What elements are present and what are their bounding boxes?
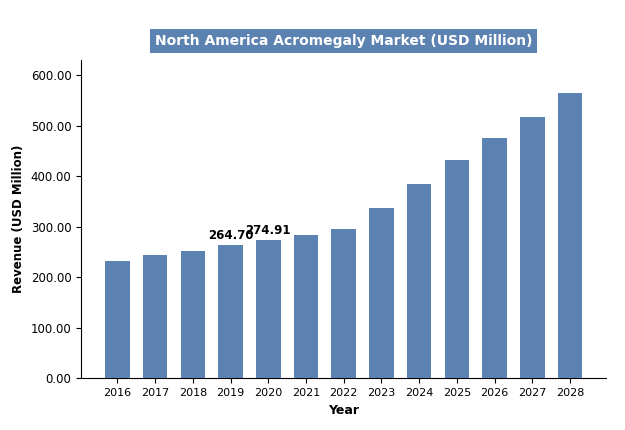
Bar (369, 208, 394, 378)
Text: 274.91: 274.91 (246, 224, 291, 237)
Bar (105, 261, 129, 378)
Y-axis label: Revenue (USD Million): Revenue (USD Million) (12, 145, 25, 294)
Bar (181, 251, 205, 378)
Bar (444, 160, 469, 378)
Bar (294, 235, 318, 378)
Text: North America Acromegaly Market (USD Million): North America Acromegaly Market (USD Mil… (155, 34, 532, 48)
Bar (520, 117, 544, 378)
Bar (558, 93, 582, 378)
Bar (482, 138, 507, 378)
Bar (331, 229, 356, 378)
Bar (143, 255, 168, 378)
X-axis label: Year: Year (328, 404, 359, 417)
Bar (218, 245, 243, 378)
Text: 264.70: 264.70 (208, 229, 253, 242)
Bar (407, 184, 431, 378)
Bar (256, 240, 281, 378)
